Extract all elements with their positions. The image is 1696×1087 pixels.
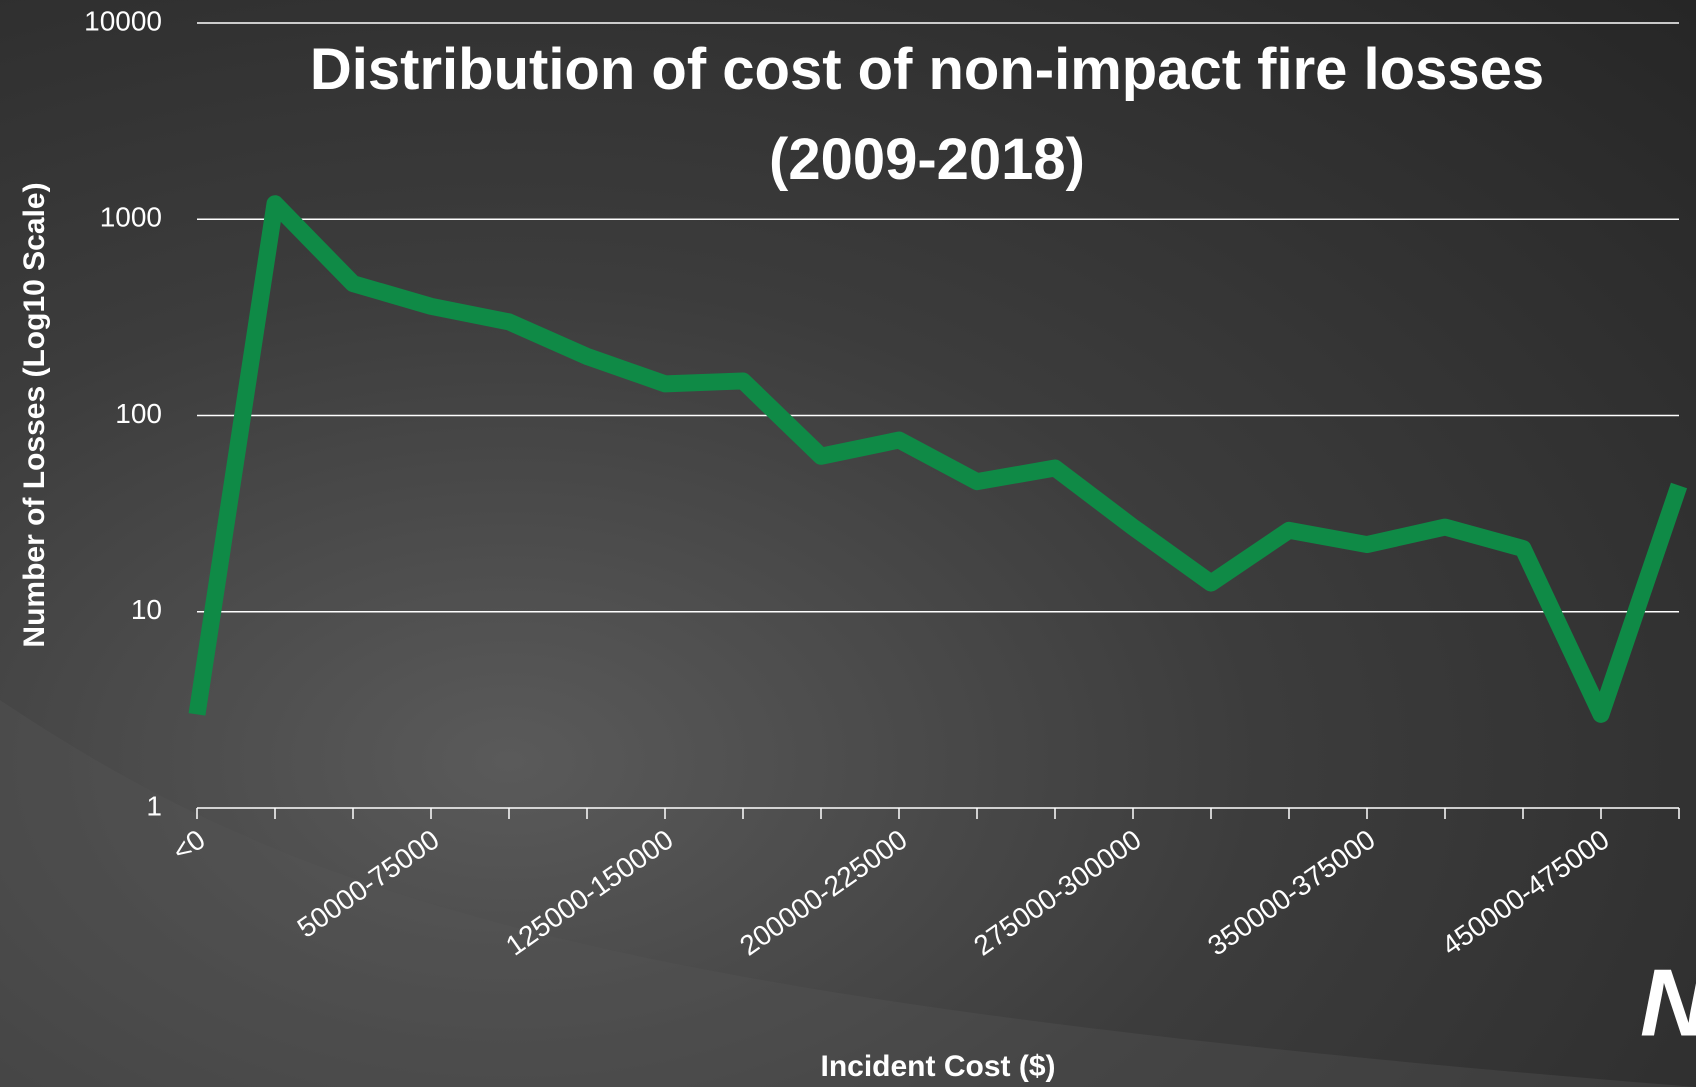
- y-tick-label: 10000: [84, 5, 162, 36]
- y-tick-label: 1000: [100, 202, 162, 233]
- background-road: [0, 700, 1696, 1087]
- line: [188, 195, 1688, 723]
- y-tick-label: 100: [115, 398, 162, 429]
- logo: NT: [1640, 949, 1696, 1056]
- y-tick-label: 1: [146, 790, 162, 821]
- y-tick-label: 10: [131, 594, 162, 625]
- x-axis-label: Incident Cost ($): [820, 1050, 1055, 1083]
- y-axis-label: Number of Losses (Log10 Scale): [18, 182, 51, 647]
- chart-title: Distribution of cost of non-impact fire …: [309, 37, 1545, 192]
- x-tick-label: 200000-225000: [734, 824, 913, 962]
- x-tick-label: 125000-150000: [500, 824, 679, 962]
- x-tick-label: 450000-475000: [1436, 824, 1615, 962]
- x-tick-label: 350000-375000: [1202, 824, 1381, 962]
- x-tick-label: 275000-300000: [968, 824, 1147, 962]
